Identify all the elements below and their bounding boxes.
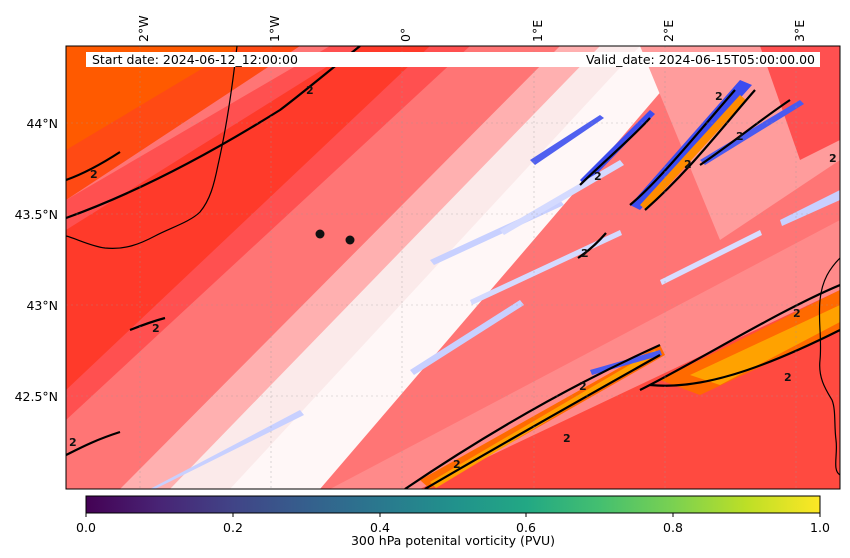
colorbar-title: 300 hPa potenital vorticity (PVU): [351, 533, 555, 548]
contour-label: 2: [715, 90, 723, 103]
pv-field: [66, 46, 840, 489]
contour-label: 2: [594, 170, 602, 183]
lat-tick-label: 44°N: [26, 116, 58, 131]
start-date-label: Start date: 2024-06-12_12:00:00: [92, 52, 298, 67]
gridlines: [66, 46, 840, 489]
lat-tick-label: 43°N: [26, 298, 58, 313]
contour-label: 2: [579, 380, 587, 393]
contour-label: 2: [684, 158, 692, 171]
contour-label: 2: [736, 130, 744, 143]
contour-label: 2: [69, 436, 77, 449]
lat-tick-label: 43.5°N: [15, 207, 58, 222]
latitude-ticks: 44°N 43.5°N 43°N 42.5°N: [15, 116, 58, 404]
map-frame: [65, 45, 841, 490]
lon-tick-label: 0°: [398, 28, 413, 42]
valid-date-label: Valid_date: 2024-06-15T05:00:00.00: [586, 52, 815, 67]
lon-tick-label: 1°W: [267, 15, 282, 42]
station-marker: [345, 235, 355, 245]
contour-label: 2: [453, 458, 461, 471]
contour-label: 2: [793, 307, 801, 320]
colorbar-tick-label: 0.2: [223, 520, 243, 535]
station-marker: [315, 229, 325, 239]
colorbar-gradient: [85, 495, 821, 514]
colorbar-tick-label: 0.8: [663, 520, 683, 535]
coastline: [66, 46, 840, 476]
lon-tick-label: 2°W: [136, 15, 151, 42]
contour-label: 2: [829, 152, 837, 165]
lat-tick-label: 42.5°N: [15, 389, 58, 404]
colorbar-tick-label: 0.6: [516, 520, 536, 535]
contour-label: 2: [581, 247, 589, 260]
lon-tick-label: 1°E: [530, 20, 545, 42]
contour-label: 2: [563, 432, 571, 445]
colorbar: 0.0 0.2 0.4 0.6 0.8 1.0 300 hPa potenita…: [76, 495, 830, 548]
colorbar-tick-label: 0.4: [370, 520, 390, 535]
contour-label: 2: [306, 84, 314, 97]
contour-label: 2: [784, 371, 792, 384]
contour-label: 2: [90, 168, 98, 181]
info-bar: [86, 52, 820, 67]
contour-label: 2: [152, 322, 160, 335]
lon-tick-label: 3°E: [792, 20, 807, 42]
colorbar-tick-label: 0.0: [76, 520, 96, 535]
colorbar-tick-label: 1.0: [810, 520, 830, 535]
pv-contours: [66, 46, 840, 489]
lon-tick-label: 2°E: [661, 20, 676, 42]
longitude-ticks: 2°W 1°W 0° 1°E 2°E 3°E: [136, 15, 807, 42]
